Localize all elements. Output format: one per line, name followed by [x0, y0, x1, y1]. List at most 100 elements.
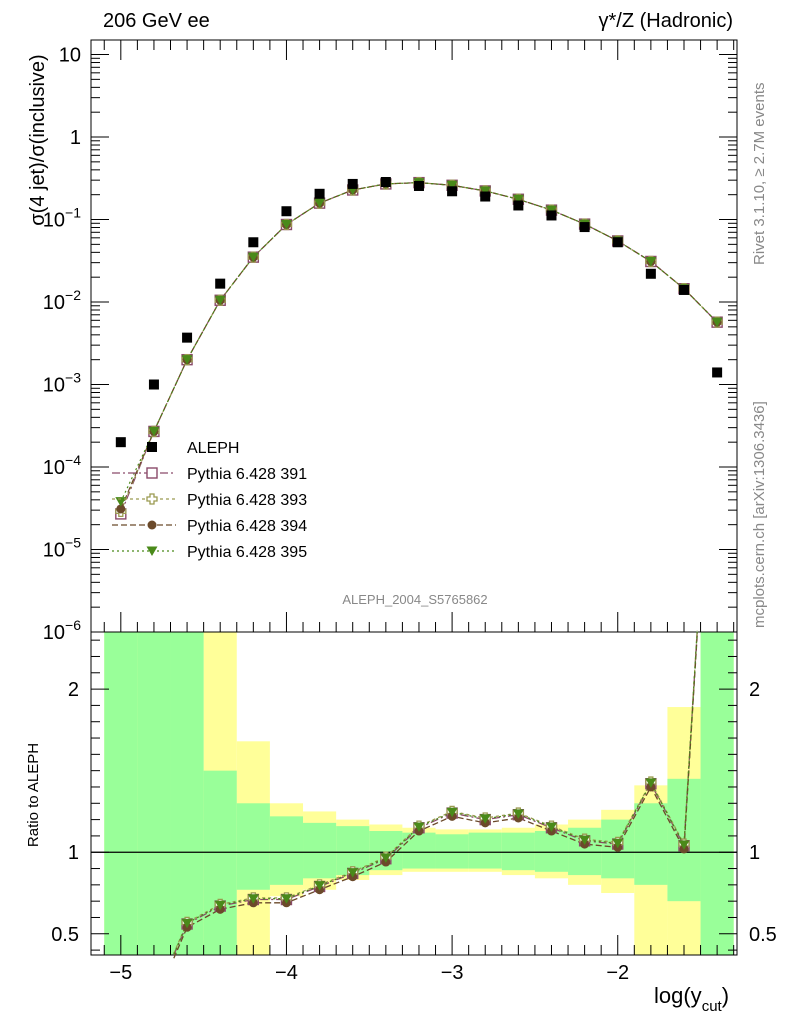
ratio-y-tick-label-right: 1: [749, 842, 760, 864]
ratio-point-p395: [413, 822, 425, 832]
data-point: [447, 186, 458, 197]
data-point: [612, 237, 623, 248]
data-point: [115, 437, 126, 448]
ratio-point-p395: [314, 881, 326, 891]
ratio-point-p395: [181, 918, 193, 929]
mc-point-p395: [446, 180, 458, 191]
ratio-point-p395: [247, 894, 259, 904]
ratio-point-p395: [214, 900, 226, 911]
mc-point-p395: [645, 256, 657, 267]
data-point: [215, 278, 226, 289]
ratio-point-p395: [612, 838, 624, 849]
y-tick-label: 10−5: [43, 535, 81, 562]
ratio-point-p395: [380, 853, 392, 863]
band-inner: [170, 632, 204, 955]
legend-label: Pythia 6.428 393: [187, 492, 307, 509]
ratio-point-p395: [479, 814, 491, 824]
y-tick-label: 10−6: [43, 617, 81, 644]
mc-line-p391: [120, 181, 718, 515]
ratio-point-p395: [579, 835, 591, 845]
data-point: [480, 191, 491, 202]
x-tick-label: −2: [606, 962, 629, 984]
legend-marker: [146, 493, 158, 505]
mc-point-p395: [512, 194, 524, 205]
band-inner: [236, 803, 270, 890]
data-point: [380, 176, 391, 187]
legend-label: ALEPH: [187, 440, 239, 457]
ratio-point-p395: [545, 822, 557, 832]
band-inner: [104, 632, 138, 955]
ratio-y-tick-label: 0.5: [51, 924, 79, 946]
ratio-point-p395: [678, 840, 690, 850]
x-tick-label: −5: [109, 962, 132, 984]
y-tick-label: 10−4: [43, 452, 81, 479]
ratio-y-tick-label: 1: [68, 842, 79, 864]
legend-marker: [146, 467, 158, 479]
ratio-line-p395: [173, 631, 698, 955]
data-point: [182, 332, 193, 343]
legend-label: Pythia 6.428 394: [187, 518, 307, 535]
side-label-rivet: Rivet 3.1.10, ≥ 2.7M events: [751, 83, 768, 266]
mc-point-p394: [116, 504, 126, 514]
legend-label: Pythia 6.428 391: [187, 466, 307, 483]
ratio-point-p395: [512, 809, 524, 819]
band-inner: [534, 831, 569, 872]
mc-point-p395: [314, 198, 326, 209]
ratio-point-p395: [446, 807, 458, 818]
legend-marker: [147, 520, 157, 530]
mc-point-p395: [280, 220, 292, 230]
y-tick-label: 1: [70, 127, 81, 149]
mc-point-p395: [181, 355, 193, 365]
data-point: [546, 210, 557, 221]
legend-label: Pythia 6.428 395: [187, 544, 307, 561]
data-point: [579, 222, 590, 233]
ratio-point-p395: [280, 894, 292, 904]
main-ylabel: σ(4 jet)/σ(inclusive): [27, 54, 49, 225]
data-point: [645, 268, 656, 279]
header-left: 206 GeV ee: [103, 10, 210, 32]
data-point: [281, 206, 292, 217]
band-inner: [700, 632, 734, 955]
band-inner: [303, 822, 337, 879]
ratio-y-tick-label: 2: [68, 679, 79, 701]
mc-point-p395: [545, 205, 557, 216]
band-inner: [501, 832, 535, 871]
legend-marker: [147, 442, 157, 452]
ratio-point-p395: [645, 778, 657, 788]
mc-point-p395: [247, 252, 259, 263]
mc-point-p395: [214, 295, 226, 306]
y-tick-label: 10−2: [43, 287, 81, 314]
data-point: [712, 367, 723, 378]
y-tick-label: 10−3: [43, 370, 81, 397]
data-point: [248, 237, 259, 248]
header-right: γ*/Z (Hadronic): [599, 10, 733, 32]
data-point: [678, 284, 689, 295]
band-inner: [634, 803, 668, 885]
band-inner: [137, 632, 171, 955]
ratio-frame: [90, 631, 738, 956]
x-axis-label: log(ycut): [654, 983, 729, 1015]
mc-point-p395: [148, 426, 160, 437]
mc-line-p394: [120, 181, 718, 510]
data-point: [413, 180, 424, 191]
x-tick-label: −3: [441, 962, 464, 984]
y-tick-label: 10: [59, 45, 81, 67]
band-inner: [203, 770, 237, 955]
legend-marker: [146, 546, 158, 556]
mc-point-p395: [479, 186, 491, 196]
data-point: [314, 188, 325, 199]
ratio-ylabel: Ratio to ALEPH: [25, 743, 42, 847]
x-tick-label: −4: [275, 962, 298, 984]
analysis-tag: ALEPH_2004_S5765862: [342, 592, 487, 607]
ratio-point-p395: [347, 868, 359, 878]
band-inner: [269, 816, 304, 885]
mc-line-p393: [120, 181, 718, 512]
band-inner: [435, 834, 469, 869]
ratio-plot: 0.5 0.5 1 1 2 2 −5 −4 −3 −2: [51, 612, 777, 984]
side-label-mcplots: mcplots.cern.ch [arXiv:1306.3436]: [751, 401, 768, 628]
band-inner: [468, 832, 502, 869]
mc-point-p395: [711, 317, 723, 328]
main-plot: 10−6 10−5 10−4 10−3 10−2 10−1 1 10 ALEPH Pythia 6…: [43, 39, 738, 644]
data-point: [513, 200, 524, 211]
